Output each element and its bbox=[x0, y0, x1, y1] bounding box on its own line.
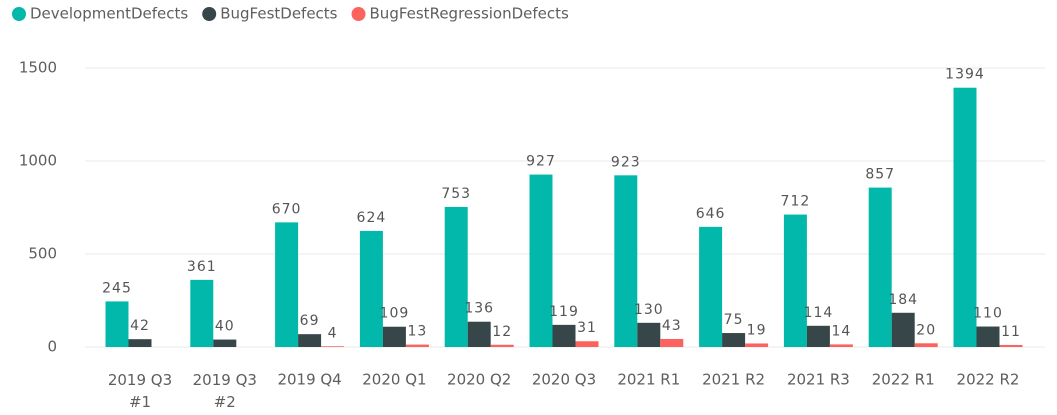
bar bbox=[490, 344, 514, 347]
bar bbox=[722, 333, 746, 347]
x-tick-line: #1 bbox=[129, 393, 151, 411]
bar bbox=[868, 187, 892, 347]
data-label: 13 bbox=[407, 324, 427, 340]
bar bbox=[190, 279, 214, 347]
data-label: 14 bbox=[831, 323, 851, 339]
y-tick-label: 500 bbox=[28, 245, 57, 263]
data-label: 670 bbox=[272, 201, 302, 217]
x-tick-line: #2 bbox=[214, 393, 236, 411]
x-tick-label: 2019 Q3 #1 bbox=[108, 371, 172, 411]
x-tick-label: 2019 Q4 bbox=[277, 371, 341, 389]
x-tick-label: 2021 R2 bbox=[702, 371, 765, 389]
x-tick-label: 2021 R3 bbox=[787, 371, 850, 389]
bar bbox=[575, 341, 599, 347]
data-label: 20 bbox=[916, 322, 936, 338]
bar bbox=[298, 334, 322, 347]
bar bbox=[444, 206, 468, 347]
bar bbox=[891, 312, 915, 347]
bar bbox=[128, 339, 152, 347]
bar bbox=[321, 346, 345, 347]
bar bbox=[382, 326, 406, 347]
bar bbox=[829, 344, 853, 347]
bar bbox=[359, 230, 383, 347]
data-label: 109 bbox=[380, 306, 410, 322]
legend-label: BugFestDefects bbox=[220, 5, 337, 23]
bar bbox=[699, 226, 723, 347]
y-tick-label: 1000 bbox=[19, 152, 57, 170]
bar bbox=[745, 343, 769, 347]
y-tick-label: 1500 bbox=[19, 59, 57, 77]
data-label: 245 bbox=[102, 280, 132, 296]
bar bbox=[914, 343, 938, 347]
bar bbox=[529, 174, 553, 347]
x-tick-label: 2021 R1 bbox=[617, 371, 680, 389]
bar bbox=[614, 175, 638, 347]
bar bbox=[976, 326, 1000, 347]
bar bbox=[637, 322, 661, 347]
data-label: 69 bbox=[300, 313, 320, 329]
bar bbox=[783, 214, 807, 347]
bar bbox=[213, 339, 237, 347]
legend-swatch bbox=[202, 7, 217, 21]
legend-swatch bbox=[12, 7, 26, 21]
data-label: 12 bbox=[492, 324, 512, 340]
data-label: 184 bbox=[888, 292, 918, 308]
data-label: 361 bbox=[187, 259, 217, 275]
bar bbox=[552, 324, 576, 347]
data-label: 130 bbox=[634, 302, 664, 318]
data-label: 1394 bbox=[945, 67, 985, 83]
x-tick-line: 2019 Q3 bbox=[193, 371, 257, 389]
bar bbox=[275, 222, 299, 347]
data-label: 31 bbox=[577, 320, 597, 336]
x-tick-label: 2020 Q2 bbox=[447, 371, 511, 389]
x-tick-label: 2022 R1 bbox=[872, 371, 935, 389]
bar bbox=[660, 339, 684, 347]
data-label: 42 bbox=[130, 318, 150, 334]
bar bbox=[806, 325, 830, 347]
bar bbox=[953, 87, 977, 347]
data-label: 40 bbox=[215, 319, 235, 335]
x-tick-label: 2019 Q3 #2 bbox=[193, 371, 257, 411]
x-tick-label: 2020 Q1 bbox=[362, 371, 426, 389]
data-label: 136 bbox=[464, 301, 494, 317]
data-label: 114 bbox=[804, 305, 834, 321]
data-label: 43 bbox=[662, 318, 682, 334]
data-label: 923 bbox=[611, 154, 641, 170]
x-tick-line: 2019 Q3 bbox=[108, 371, 172, 389]
data-label: 927 bbox=[526, 154, 556, 170]
data-label: 753 bbox=[441, 186, 471, 202]
data-label: 624 bbox=[357, 210, 387, 226]
legend-label: BugFestRegressionDefects bbox=[370, 5, 570, 23]
bar bbox=[999, 344, 1023, 347]
data-label: 4 bbox=[328, 325, 338, 341]
x-tick-label: 2022 R2 bbox=[957, 371, 1020, 389]
bar bbox=[467, 321, 491, 347]
data-label: 11 bbox=[1001, 324, 1021, 340]
data-label: 712 bbox=[781, 194, 811, 210]
legend-label: DevelopmentDefects bbox=[30, 5, 188, 23]
bar bbox=[405, 344, 429, 347]
x-tick-label: 2020 Q3 bbox=[532, 371, 596, 389]
data-label: 646 bbox=[696, 206, 726, 222]
data-label: 110 bbox=[973, 306, 1003, 322]
data-label: 119 bbox=[549, 304, 579, 320]
data-label: 19 bbox=[747, 322, 767, 338]
y-tick-label: 0 bbox=[47, 338, 57, 356]
data-label: 75 bbox=[724, 312, 744, 328]
bar bbox=[105, 301, 129, 347]
data-label: 857 bbox=[865, 167, 895, 183]
legend-swatch bbox=[351, 7, 366, 21]
